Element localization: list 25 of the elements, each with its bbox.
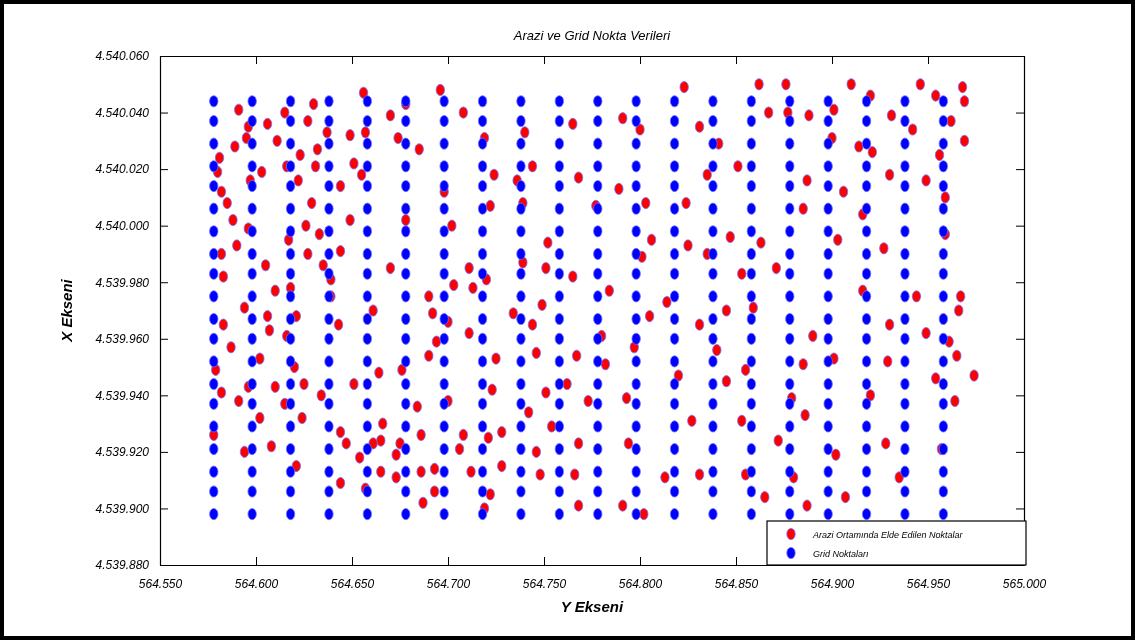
x-tick-label: 564.650 <box>330 576 375 591</box>
y-tick-label: 4.540.000 <box>95 219 150 234</box>
x-tick-label: 564.900 <box>810 576 855 591</box>
x-axis-title: Y Ekseni <box>560 598 624 615</box>
x-tick-label: 564.750 <box>522 576 567 591</box>
legend-label: Arazi Ortamında Elde Edilen Noktalar <box>812 529 964 540</box>
y-tick-label: 4.539.880 <box>95 558 150 573</box>
y-tick-label: 4.539.980 <box>95 275 150 290</box>
x-tick-label: 564.800 <box>618 576 663 591</box>
y-tick-label: 4.540.040 <box>95 105 150 120</box>
y-tick-label: 4.540.020 <box>95 162 150 177</box>
y-tick-label: 4.539.960 <box>95 332 150 347</box>
y-tick-label: 4.540.060 <box>95 49 150 64</box>
legend-label: Grid Noktaları <box>813 548 870 559</box>
x-tick-label: 564.850 <box>714 576 759 591</box>
x-tick-label: 564.600 <box>234 576 279 591</box>
chart-title: Arazi ve Grid Nokta Verileri <box>512 28 672 43</box>
x-tick-label: 564.700 <box>426 576 471 591</box>
x-tick-label: 564.550 <box>138 576 183 591</box>
x-tick-label: 565.000 <box>1002 576 1047 591</box>
x-tick-label: 564.950 <box>906 576 951 591</box>
y-tick-label: 4.539.900 <box>95 501 150 516</box>
y-tick-label: 4.539.920 <box>95 445 150 460</box>
y-tick-label: 4.539.940 <box>95 388 150 403</box>
y-axis-title: X Ekseni <box>58 278 75 343</box>
